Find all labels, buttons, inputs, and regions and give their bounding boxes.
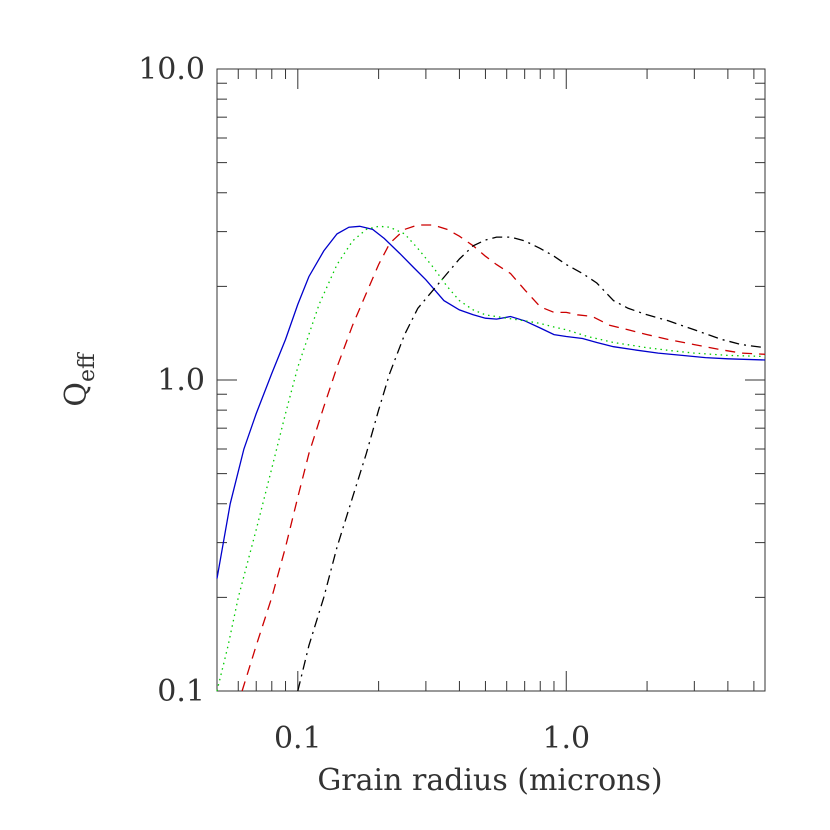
y-tick-label: 0.1 [157,674,205,709]
axis-ticks [216,68,765,692]
y-axis-title: Qeff [59,352,100,407]
x-axis-title: Grain radius (microns) [317,763,662,798]
series-line-dashed [241,224,766,692]
y-tick-label: 1.0 [157,363,205,398]
y-axis-title-sub: eff [75,352,100,382]
series-line-dashdot [297,236,766,692]
x-tick-label: 0.1 [274,721,322,756]
series-group [216,224,766,692]
plot-frame [216,68,766,692]
series-line-dotted [216,225,766,692]
series-line-solid [216,225,766,579]
x-tick-label: 1.0 [542,721,590,756]
y-axis-title-main: Q [59,382,94,407]
y-tick-label: 10.0 [138,52,205,87]
tick-labels: 0.1 1.0 0.1 1.0 10.0 [138,52,590,756]
